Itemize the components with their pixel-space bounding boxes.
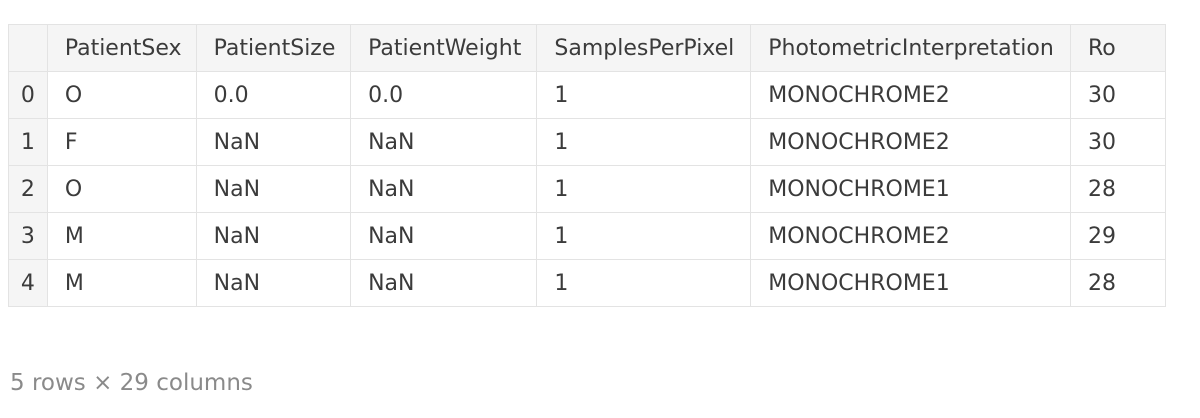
table-cell: MONOCHROME2 — [750, 212, 1071, 260]
table-cell: O — [46, 165, 197, 213]
header-row: PatientSex PatientSize PatientWeight Sam… — [8, 24, 1166, 72]
table-cell: 1 — [536, 212, 752, 260]
table-cell: 30 — [1069, 118, 1166, 166]
table-cell: 1 — [536, 71, 752, 119]
row-index: 1 — [8, 118, 48, 166]
table-cell: NaN — [195, 259, 352, 307]
table-cell: 0.0 — [195, 71, 352, 119]
table-cell: 1 — [536, 165, 752, 213]
table-cell: MONOCHROME1 — [750, 165, 1071, 213]
column-header: PatientSex — [46, 24, 197, 72]
table-row: 0 O 0.0 0.0 1 MONOCHROME2 30 — [8, 71, 1166, 119]
table-cell: NaN — [195, 165, 352, 213]
table-row: 2 O NaN NaN 1 MONOCHROME1 28 — [8, 165, 1166, 213]
table-cell: NaN — [350, 165, 538, 213]
table-cell: F — [46, 118, 197, 166]
table-row: 1 F NaN NaN 1 MONOCHROME2 30 — [8, 118, 1166, 166]
column-header: Ro — [1069, 24, 1166, 72]
row-index: 4 — [8, 259, 48, 307]
table-cell: 29 — [1069, 212, 1166, 260]
column-header: SamplesPerPixel — [536, 24, 752, 72]
table-cell: 0.0 — [350, 71, 538, 119]
table-cell: O — [46, 71, 197, 119]
table-cell: MONOCHROME2 — [750, 118, 1071, 166]
table-summary: 5 rows × 29 columns — [10, 370, 253, 396]
table-cell: MONOCHROME1 — [750, 259, 1071, 307]
table-cell: NaN — [350, 212, 538, 260]
table-row: 4 M NaN NaN 1 MONOCHROME1 28 — [8, 259, 1166, 307]
table-cell: 1 — [536, 118, 752, 166]
table-cell: 28 — [1069, 165, 1166, 213]
table-cell: NaN — [350, 259, 538, 307]
row-index: 0 — [8, 71, 48, 119]
table-cell: MONOCHROME2 — [750, 71, 1071, 119]
table-cell: NaN — [195, 212, 352, 260]
table-cell: 30 — [1069, 71, 1166, 119]
dataframe-table-container[interactable]: PatientSex PatientSize PatientWeight Sam… — [8, 24, 1166, 314]
table-cell: NaN — [195, 118, 352, 166]
column-header: PhotometricInterpretation — [750, 24, 1071, 72]
column-header: PatientSize — [195, 24, 352, 72]
row-index: 3 — [8, 212, 48, 260]
table-cell: NaN — [350, 118, 538, 166]
index-header — [8, 24, 48, 72]
column-header: PatientWeight — [350, 24, 538, 72]
table-cell: 1 — [536, 259, 752, 307]
table-row: 3 M NaN NaN 1 MONOCHROME2 29 — [8, 212, 1166, 260]
dataframe-table: PatientSex PatientSize PatientWeight Sam… — [8, 24, 1166, 307]
table-cell: M — [46, 212, 197, 260]
row-index: 2 — [8, 165, 48, 213]
table-cell: 28 — [1069, 259, 1166, 307]
table-cell: M — [46, 259, 197, 307]
